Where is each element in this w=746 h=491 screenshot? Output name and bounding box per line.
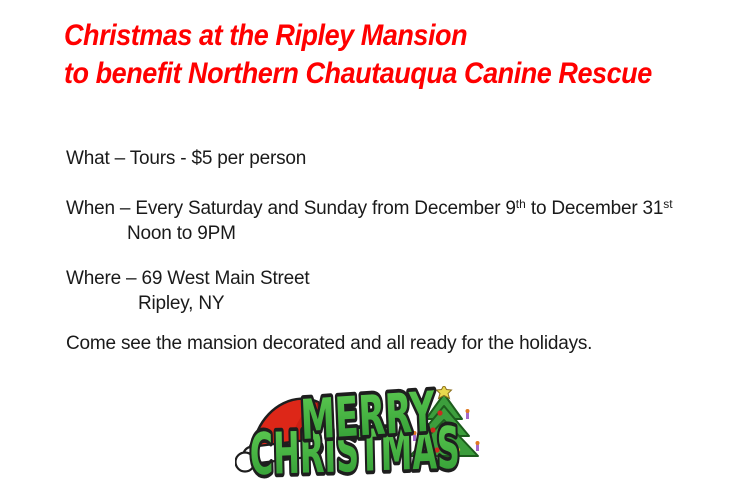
what-paragraph: What – Tours - $5 per person <box>66 146 306 171</box>
closing-paragraph: Come see the mansion decorated and all r… <box>66 331 592 356</box>
closing-line: Come see the mansion decorated and all r… <box>66 333 593 354</box>
ornament-icons <box>424 410 461 453</box>
flyer-title-line1: Christmas at the Ripley Mansion <box>64 19 468 52</box>
star-icon <box>435 386 453 400</box>
where-line1: Where – 69 West Main Street <box>66 268 310 289</box>
flyer-title: Christmas at the Ripley Mansion to benef… <box>64 17 652 93</box>
when-paragraph: When – Every Saturday and Sunday from De… <box>66 196 673 246</box>
what-line: What – Tours - $5 per person <box>66 148 307 169</box>
candle-icons <box>412 398 480 451</box>
where-paragraph: Where – 69 West Main Street Ripley, NY <box>66 266 310 316</box>
merry-christmas-logo: CHRISTMAS MERRY <box>235 386 485 481</box>
christmas-tree-icon <box>409 386 480 466</box>
when-text: When – Every Saturday and Sunday from De… <box>66 198 516 219</box>
logo-word-merry: MERRY <box>299 386 436 452</box>
ordinal-st: st <box>663 197 673 211</box>
flyer-title-line2: to benefit Northern Chautauqua Canine Re… <box>64 57 652 90</box>
santa-hat-icon <box>235 397 324 473</box>
ordinal-th: th <box>515 197 526 211</box>
logo-word-christmas: CHRISTMAS <box>249 416 460 481</box>
when-line1: When – Every Saturday and Sunday from De… <box>66 196 673 221</box>
when-line2: Noon to 9PM <box>127 223 236 244</box>
when-text-mid: to December 31 <box>525 198 664 219</box>
where-line2: Ripley, NY <box>138 293 225 314</box>
